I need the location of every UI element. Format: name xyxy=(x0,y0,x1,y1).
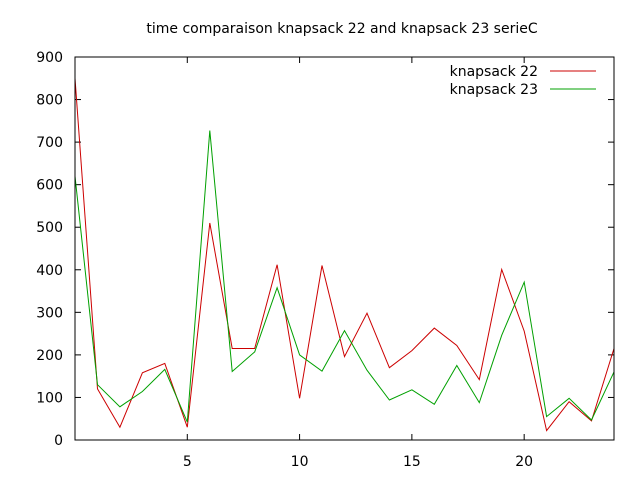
y-tick-label: 600 xyxy=(36,178,63,194)
series-line-2 xyxy=(74,130,615,423)
series-layer xyxy=(74,78,615,432)
y-tick-label: 900 xyxy=(36,50,63,66)
chart-title: time comparaison knapsack 22 and knapsac… xyxy=(146,21,537,37)
y-tick-label: 200 xyxy=(36,348,63,364)
plot-frame xyxy=(74,56,615,441)
x-axis: 5 10 15 20 xyxy=(183,57,533,470)
series-line-1 xyxy=(74,78,615,432)
x-tick-label: 10 xyxy=(291,454,309,470)
y-tick-label: 500 xyxy=(36,220,63,236)
y-tick-label: 700 xyxy=(36,135,63,151)
legend: knapsack 22 knapsack 23 xyxy=(450,64,596,98)
y-tick-label: 100 xyxy=(36,390,63,406)
legend-label-1: knapsack 22 xyxy=(450,64,538,80)
x-tick-label: 5 xyxy=(183,454,192,470)
y-tick-label: 300 xyxy=(36,305,63,321)
y-tick-label: 800 xyxy=(36,93,63,109)
x-tick-label: 15 xyxy=(403,454,421,470)
y-tick-label: 400 xyxy=(36,263,63,279)
x-tick-label: 20 xyxy=(515,454,533,470)
legend-label-2: knapsack 23 xyxy=(450,82,538,98)
y-axis: 0 100 200 300 400 500 600 700 800 900 xyxy=(36,50,614,449)
y-tick-label: 0 xyxy=(54,433,63,449)
